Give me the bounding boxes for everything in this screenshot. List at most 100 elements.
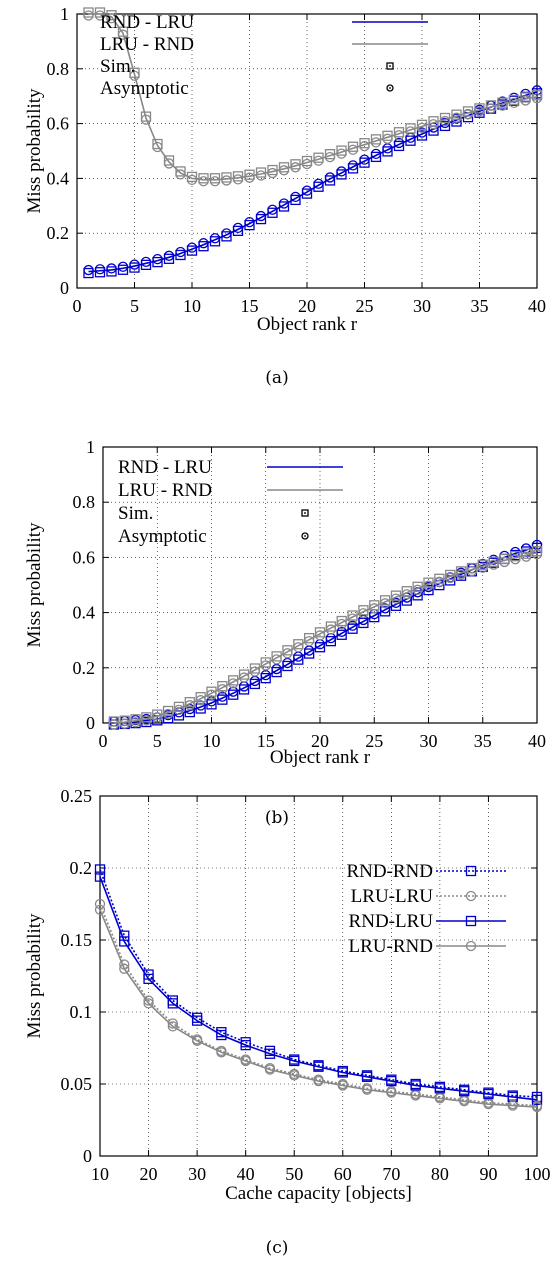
sim-point <box>439 120 451 132</box>
figure-caption: (a) <box>265 368 288 388</box>
legend-marker <box>301 532 309 540</box>
data-point <box>386 1075 397 1087</box>
sim-point <box>108 716 119 727</box>
data-point <box>459 1096 470 1107</box>
sim-point <box>260 657 271 668</box>
data-point <box>119 936 130 947</box>
y-tick-label: 0.4 <box>47 168 70 188</box>
sim-point <box>393 127 405 138</box>
sim-point <box>267 207 278 218</box>
asymptotic-point <box>175 246 186 258</box>
sim-point <box>510 551 521 562</box>
asymptotic-point <box>130 717 141 728</box>
series-lru-rnd <box>94 904 543 1113</box>
legend-marker <box>301 509 309 517</box>
sim-point <box>520 92 531 103</box>
figure-caption: (c) <box>266 1238 289 1258</box>
sim-point <box>221 172 232 183</box>
sim-point <box>198 173 209 184</box>
sim-point <box>175 166 186 177</box>
legend-label: LRU-RND <box>349 936 433 957</box>
sim-point <box>313 152 324 163</box>
y-tick-label: 0.2 <box>70 858 93 878</box>
sim-point <box>255 167 267 178</box>
asymptotic-point <box>184 703 195 715</box>
asymptotic-point <box>510 554 521 565</box>
chart-c: 10 20 30 40 50 60 70 80 90 100 0 0.05 0.1 0.15 0.2 0.25… <box>24 786 551 1258</box>
sim-point <box>140 111 152 122</box>
sim-point <box>117 26 129 37</box>
y-tick-label: 0.4 <box>73 603 96 623</box>
asymptotic-point <box>293 642 304 653</box>
asymptotic-point <box>140 256 152 267</box>
sim-point <box>129 67 140 78</box>
asymptotic-point <box>119 718 130 729</box>
sim-point <box>324 149 336 160</box>
sim-point <box>152 138 163 150</box>
sim-point <box>358 617 369 629</box>
y-axis-label: Miss probability <box>24 913 45 1039</box>
sim-point <box>370 134 382 145</box>
asymptotic-point <box>347 160 359 171</box>
asymptotic-point <box>393 130 405 141</box>
sim-point <box>267 164 278 176</box>
asymptotic-point <box>83 264 94 276</box>
sim-point <box>221 231 232 242</box>
asymptotic-point <box>488 559 499 570</box>
sim-point <box>336 169 347 180</box>
asymptotic-point <box>336 148 347 159</box>
sim-point <box>129 262 140 273</box>
sim-point <box>405 123 416 134</box>
figure-caption: (b) <box>265 808 289 828</box>
sim-point <box>94 7 106 18</box>
y-tick-label: 0.8 <box>47 59 70 79</box>
asymptotic-point <box>117 261 129 272</box>
asymptotic-point <box>416 127 428 138</box>
y-tick-label: 0 <box>60 278 69 298</box>
asymptotic-point <box>531 549 543 560</box>
sim-point <box>249 678 261 690</box>
x-tick-label: 25 <box>365 731 383 751</box>
asymptotic-point <box>186 242 198 253</box>
x-tick-label: 35 <box>474 731 492 751</box>
sim-point <box>186 245 198 256</box>
data-point <box>167 1021 178 1032</box>
asymptotic-point <box>314 630 326 641</box>
sim-point <box>379 595 391 606</box>
sim-point <box>497 97 508 108</box>
sim-point <box>198 241 209 252</box>
series-line <box>113 551 538 724</box>
sim-point <box>416 119 428 130</box>
asymptotic-point <box>445 572 456 584</box>
x-tick-label: 15 <box>241 296 259 316</box>
asymptotic-point <box>162 708 174 720</box>
data-point <box>313 1061 324 1072</box>
sim-point <box>303 648 315 659</box>
sim-point <box>423 577 434 588</box>
y-tick-label: 0.8 <box>73 492 96 512</box>
asymptotic-point <box>129 259 140 270</box>
asymptotic-point <box>390 593 402 604</box>
legend-marker-dot <box>304 512 306 514</box>
legend-marker <box>465 865 477 877</box>
sim-point <box>401 586 412 597</box>
asymptotic-point <box>209 176 221 187</box>
asymptotic-point <box>428 119 439 130</box>
sim-point <box>499 553 510 565</box>
asymptotic-point <box>379 603 391 614</box>
chart-a: 0 5 10 15 20 25 30 35 40 0 0.2 0.4 0.6 0.8 1 Object ran… <box>24 4 546 388</box>
x-tick-label: 10 <box>91 1164 109 1184</box>
data-point <box>434 1083 446 1094</box>
sim-point <box>278 162 290 173</box>
y-axis-label: Miss probability <box>24 88 45 214</box>
asymptotic-point <box>228 678 239 689</box>
asymptotic-point <box>244 216 255 228</box>
series-line <box>88 91 538 273</box>
asymptotic-point <box>206 689 217 700</box>
x-tick-label: 20 <box>298 296 316 316</box>
sim-point <box>301 188 313 199</box>
asymptotic-point <box>393 137 405 149</box>
sim-point <box>485 100 497 111</box>
data-point <box>483 1099 494 1110</box>
asymptotic-point <box>186 174 198 186</box>
